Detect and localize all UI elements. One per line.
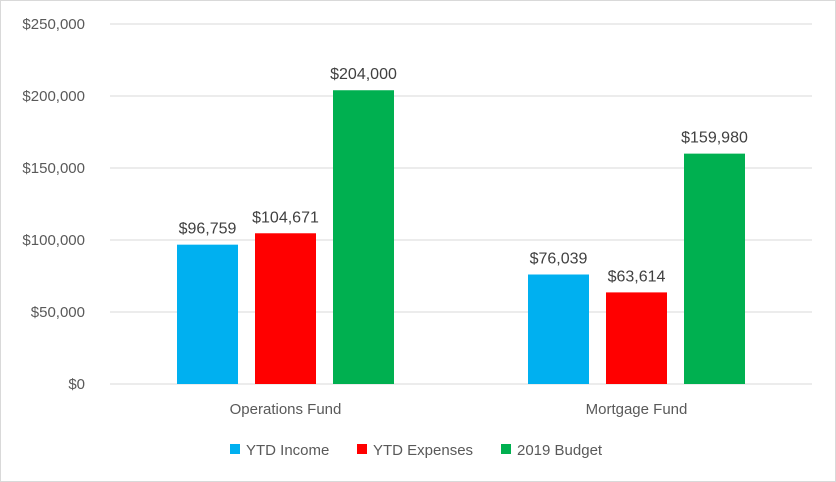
bar-ytd-income (177, 244, 238, 384)
data-label: $76,039 (530, 251, 588, 268)
legend-item: YTD Income (230, 442, 329, 459)
legend-label: YTD Income (246, 442, 329, 459)
data-label: $104,671 (252, 209, 319, 226)
y-tick-label: $50,000 (31, 304, 85, 321)
data-label: $159,980 (681, 130, 748, 147)
bar-ytd-expenses (606, 292, 667, 384)
x-category-label: Operations Fund (230, 401, 342, 418)
legend-item: 2019 Budget (501, 442, 603, 459)
y-axis-tick-labels: $0 $50,000 $100,000 $150,000 $200,000 $250,00… (22, 16, 85, 393)
legend-swatch (230, 444, 240, 454)
bar-ytd-expenses (255, 233, 316, 384)
bar-2019-budget (684, 153, 745, 384)
data-label: $96,759 (179, 221, 237, 238)
y-tick-label: $0 (68, 376, 85, 393)
legend-label: YTD Expenses (373, 442, 473, 459)
data-labels: $96,759 $104,671 $204,000 $76,039 $63,614 $15… (179, 66, 748, 285)
legend-swatch (357, 444, 367, 454)
bars (177, 90, 745, 385)
x-axis-category-labels: Operations Fund Mortgage Fund (230, 401, 688, 418)
bar-2019-budget (333, 90, 394, 385)
y-tick-label: $200,000 (22, 88, 85, 105)
legend-swatch (501, 444, 511, 454)
data-label: $204,000 (330, 66, 397, 83)
y-tick-label: $100,000 (22, 232, 85, 249)
legend-label: 2019 Budget (517, 442, 603, 459)
legend: YTD Income YTD Expenses 2019 Budget (230, 442, 603, 459)
legend-item: YTD Expenses (357, 442, 473, 459)
y-tick-label: $150,000 (22, 160, 85, 177)
bar-ytd-income (528, 274, 589, 384)
data-label: $63,614 (608, 268, 666, 285)
y-tick-label: $250,000 (22, 16, 85, 33)
x-category-label: Mortgage Fund (586, 401, 688, 418)
